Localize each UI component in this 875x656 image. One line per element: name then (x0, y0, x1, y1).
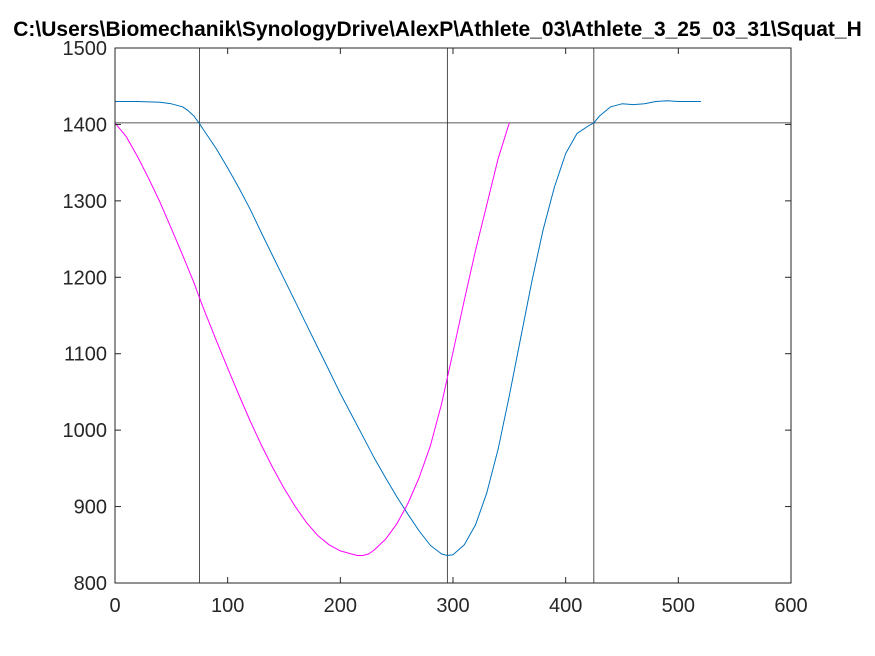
reference-lines (115, 48, 791, 583)
x-tick-label: 500 (662, 595, 695, 617)
y-tick-label: 800 (74, 573, 107, 595)
x-tick-label: 600 (774, 595, 807, 617)
y-tick-label: 1000 (63, 420, 108, 442)
y-tick-label: 1400 (63, 114, 108, 136)
chart-title-text: C:\Users\Biomechanik\SynologyDrive\AlexP… (13, 18, 862, 41)
y-tick-label: 900 (74, 497, 107, 519)
x-tick-label: 100 (211, 595, 244, 617)
y-tick-label: 1500 (63, 38, 108, 60)
y-tick-label: 1100 (64, 344, 107, 366)
tick-marks (114, 47, 792, 584)
series-line-1 (115, 100, 701, 556)
series-line-2 (114, 122, 510, 556)
plot-area (115, 48, 791, 583)
series-layer (114, 100, 701, 556)
tick-labels: 0 100 200 300 400 500 600 800 900 1000 1100 1200 130… (63, 38, 808, 617)
x-tick-label: 200 (324, 595, 357, 617)
chart-title: C:\Users\Biomechanik\SynologyDrive\AlexP… (0, 18, 875, 48)
x-tick-label: 400 (549, 595, 582, 617)
y-tick-label: 1200 (63, 267, 108, 289)
x-tick-label: 0 (109, 595, 120, 617)
x-tick-label: 300 (436, 595, 469, 617)
y-tick-label: 1300 (63, 191, 108, 213)
